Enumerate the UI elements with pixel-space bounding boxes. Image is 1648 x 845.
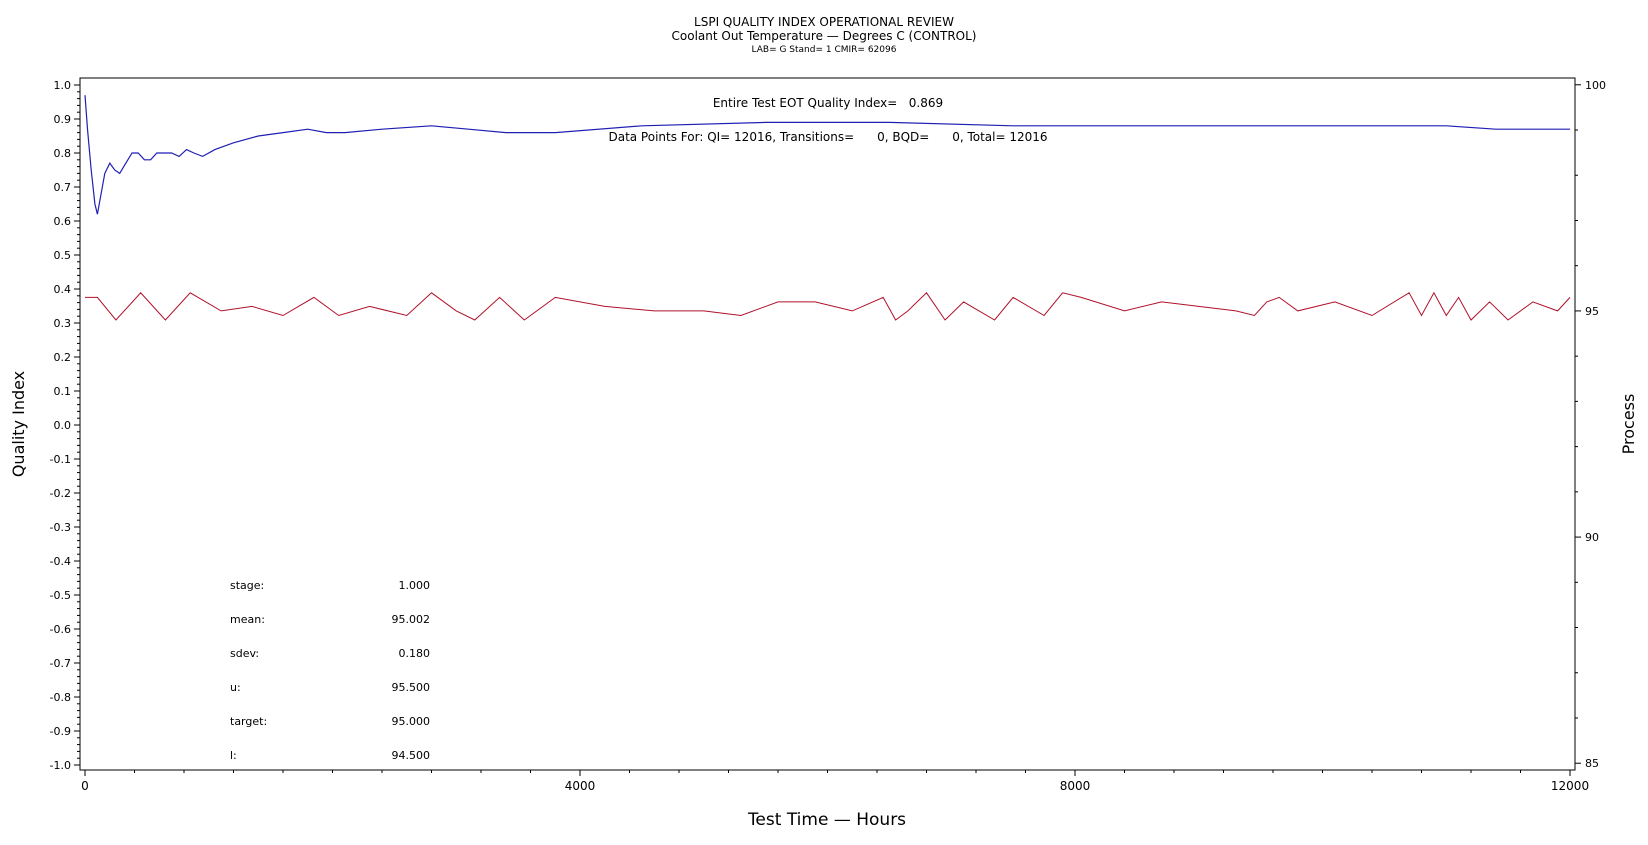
y-tick-label: -1.0: [50, 759, 71, 772]
x-tick-label: 4000: [565, 779, 596, 793]
stat-value: 94.500: [392, 749, 431, 762]
y-tick-label: 0.3: [54, 317, 72, 330]
y-tick-label: 0.9: [54, 113, 72, 126]
y-tick-label: 0.8: [54, 147, 72, 160]
y-tick-label: 0.2: [54, 351, 72, 364]
y-tick-label: -0.7: [50, 657, 71, 670]
y-tick-label: -0.2: [50, 487, 71, 500]
y-tick-label: -0.4: [50, 555, 71, 568]
y2-tick-label: 95: [1585, 305, 1599, 318]
chart-meta: LAB= G Stand= 1 CMIR= 62096: [752, 45, 897, 55]
y-tick-label: 0.7: [54, 181, 72, 194]
y-tick-label: -0.5: [50, 589, 71, 602]
y-tick-label: 0.1: [54, 385, 72, 398]
x-axis-ticks: 0 4000 8000 12000: [81, 770, 1589, 793]
y-tick-label: 0.4: [54, 283, 72, 296]
y2-tick-label: 85: [1585, 757, 1599, 770]
y-tick-label: -0.8: [50, 691, 71, 704]
stat-label: u:: [230, 681, 241, 694]
stat-value: 0.180: [399, 647, 431, 660]
x-axis-label: Test Time — Hours: [747, 810, 906, 830]
y2-tick-label: 100: [1585, 79, 1606, 92]
y-tick-label: -0.3: [50, 521, 71, 534]
y-tick-label: 0.5: [54, 249, 72, 262]
y2-tick-label: 90: [1585, 531, 1599, 544]
stat-label: target:: [230, 715, 267, 728]
y2-axis-label: Process: [1619, 394, 1638, 455]
quality-index-line: [84, 95, 1570, 215]
eot-quality-annotation: Entire Test EOT Quality Index= 0.869: [713, 96, 943, 110]
data-points-annotation: Data Points For: QI= 12016, Transitions=…: [608, 130, 1047, 144]
stat-value: 95.500: [392, 681, 431, 694]
y-tick-label: 0.6: [54, 215, 72, 228]
y-tick-label: -0.9: [50, 725, 71, 738]
y-tick-label: 1.0: [54, 79, 72, 92]
x-tick-label: 8000: [1060, 779, 1091, 793]
x-tick-label: 0: [81, 779, 89, 793]
plot-frame: [79, 77, 1576, 771]
left-axis-ticks: 1.0 0.9 0.8 0.7 0.6 0.5 0.4 0.3 0.2 0.1 0.0 -0.1 -0.…: [50, 79, 80, 772]
stat-label: sdev:: [230, 647, 259, 660]
y-tick-label: 0.0: [54, 419, 72, 432]
stat-label: stage:: [230, 579, 264, 592]
stat-label: l:: [230, 749, 237, 762]
stat-value: 95.000: [392, 715, 431, 728]
stat-value: 95.002: [392, 613, 431, 626]
y-axis-label: Quality Index: [9, 371, 28, 477]
right-axis-ticks: 100 95 90 85: [1575, 79, 1606, 770]
y-tick-label: -0.1: [50, 453, 71, 466]
stat-label: mean:: [230, 613, 265, 626]
process-line: [85, 291, 1571, 321]
x-tick-label: 12000: [1551, 779, 1589, 793]
stat-value: 1.000: [399, 579, 431, 592]
y-tick-label: -0.6: [50, 623, 71, 636]
stats-block: stage: 1.000 mean: 95.002 sdev: 0.180 u: 95.500…: [230, 579, 430, 762]
chart-title: LSPI QUALITY INDEX OPERATIONAL REVIEW: [694, 15, 954, 29]
chart-subtitle: Coolant Out Temperature — Degrees C (CON…: [672, 29, 977, 43]
